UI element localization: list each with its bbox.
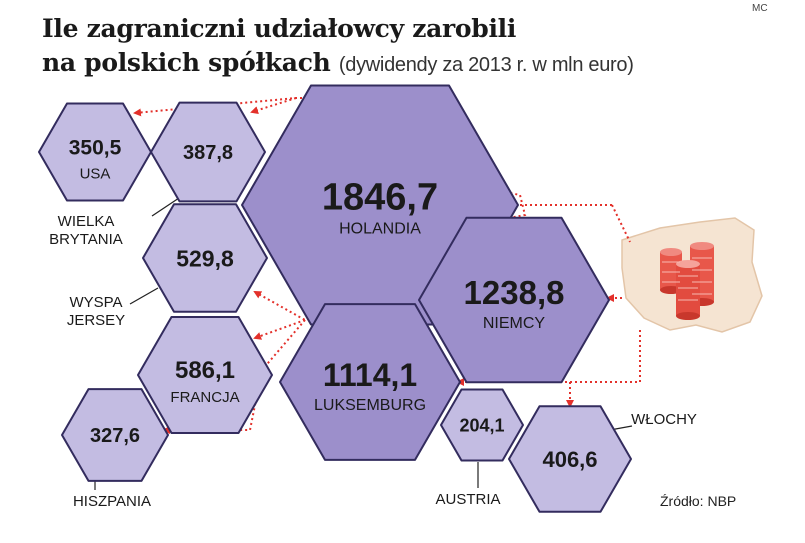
value-label-niemcy: 1238,8 [464,274,565,311]
hex-shape-wyspa-jersey [142,203,268,313]
hex-luksemburg: 1114,1 LUKSEMBURG [279,303,461,461]
title-line2-text: na polskich spółkach [42,48,331,77]
subtitle: (dywidendy za 2013 r. w mln euro) [338,54,634,76]
label-wyspa-jersey-1: WYSPA [69,294,122,311]
page-title-line1: Ile zagraniczni udziałowcy zarobili [42,14,517,43]
coin-stacks-icon [660,242,714,320]
label-wyspa-jersey-2: JERSEY [67,312,125,329]
arrow-to-francja [253,319,306,340]
value-label-austria: 204,1 [459,415,504,435]
leader-uk [151,195,183,217]
label-hiszpania: HISZPANIA [73,493,151,510]
page-title-line2: na polskich spółkach (dywidendy za 2013 … [42,48,634,77]
hex-austria: 204,1 [440,388,524,462]
hexagon-layer: 350,5 USA 387,8 1846,7 HOLANDIA 529,8 1238,8 NI… [38,84,632,513]
hex-shape-francja [137,316,273,434]
hex-wlochy: 406,6 [508,405,632,513]
value-label-wlochy: 406,6 [542,447,597,472]
country-label-usa: USA [80,166,111,183]
arrow-to-wielka-brytania [250,97,297,114]
hex-wyspa-jersey: 529,8 [142,203,268,313]
hex-shape-austria [440,388,524,462]
value-label-usa: 350,5 [69,137,122,160]
leader-jersey [129,287,159,305]
arrow-poland-to-holandia-branch [611,204,631,243]
poland-map-icon [621,217,763,333]
label-wielka-brytania-1: WIELKA [58,213,115,230]
value-label-luksemburg: 1114,1 [323,357,417,393]
hex-shape-wielka-brytania [150,101,266,203]
hex-wielka-brytania: 387,8 [150,101,266,203]
value-label-wyspa-jersey: 529,8 [176,245,234,271]
hex-francja: 586,1 FRANCJA [137,316,273,434]
value-label-hiszpania: 327,6 [90,425,140,447]
source-note: Źródło: NBP [660,493,737,509]
outside-labels: WIELKA BRYTANIA WYSPA JERSEY HISZPANIA A… [49,213,697,510]
label-wielka-brytania-2: BRYTANIA [49,231,123,248]
country-label-luksemburg: LUKSEMBURG [314,397,426,414]
arrow-poland-down [456,330,641,386]
hex-niemcy: 1238,8 NIEMCY [418,216,610,384]
hex-shape-luksemburg [279,303,461,461]
label-austria: AUSTRIA [435,491,500,508]
country-label-holandia: HOLANDIA [339,221,421,238]
hex-shape-hiszpania [61,388,169,482]
hex-shape-niemcy [418,216,610,384]
value-label-wielka-brytania: 387,8 [183,142,233,164]
author-credit: MC [752,3,768,14]
hex-shape-wlochy [508,405,632,513]
hex-hiszpania: 327,6 [61,388,169,482]
country-label-francja: FRANCJA [170,389,239,406]
hex-usa: 350,5 USA [38,102,152,202]
value-label-holandia: 1846,7 [322,177,438,219]
label-wlochy: WŁOCHY [631,411,697,428]
country-label-niemcy: NIEMCY [483,315,546,332]
value-label-francja: 586,1 [175,357,235,384]
